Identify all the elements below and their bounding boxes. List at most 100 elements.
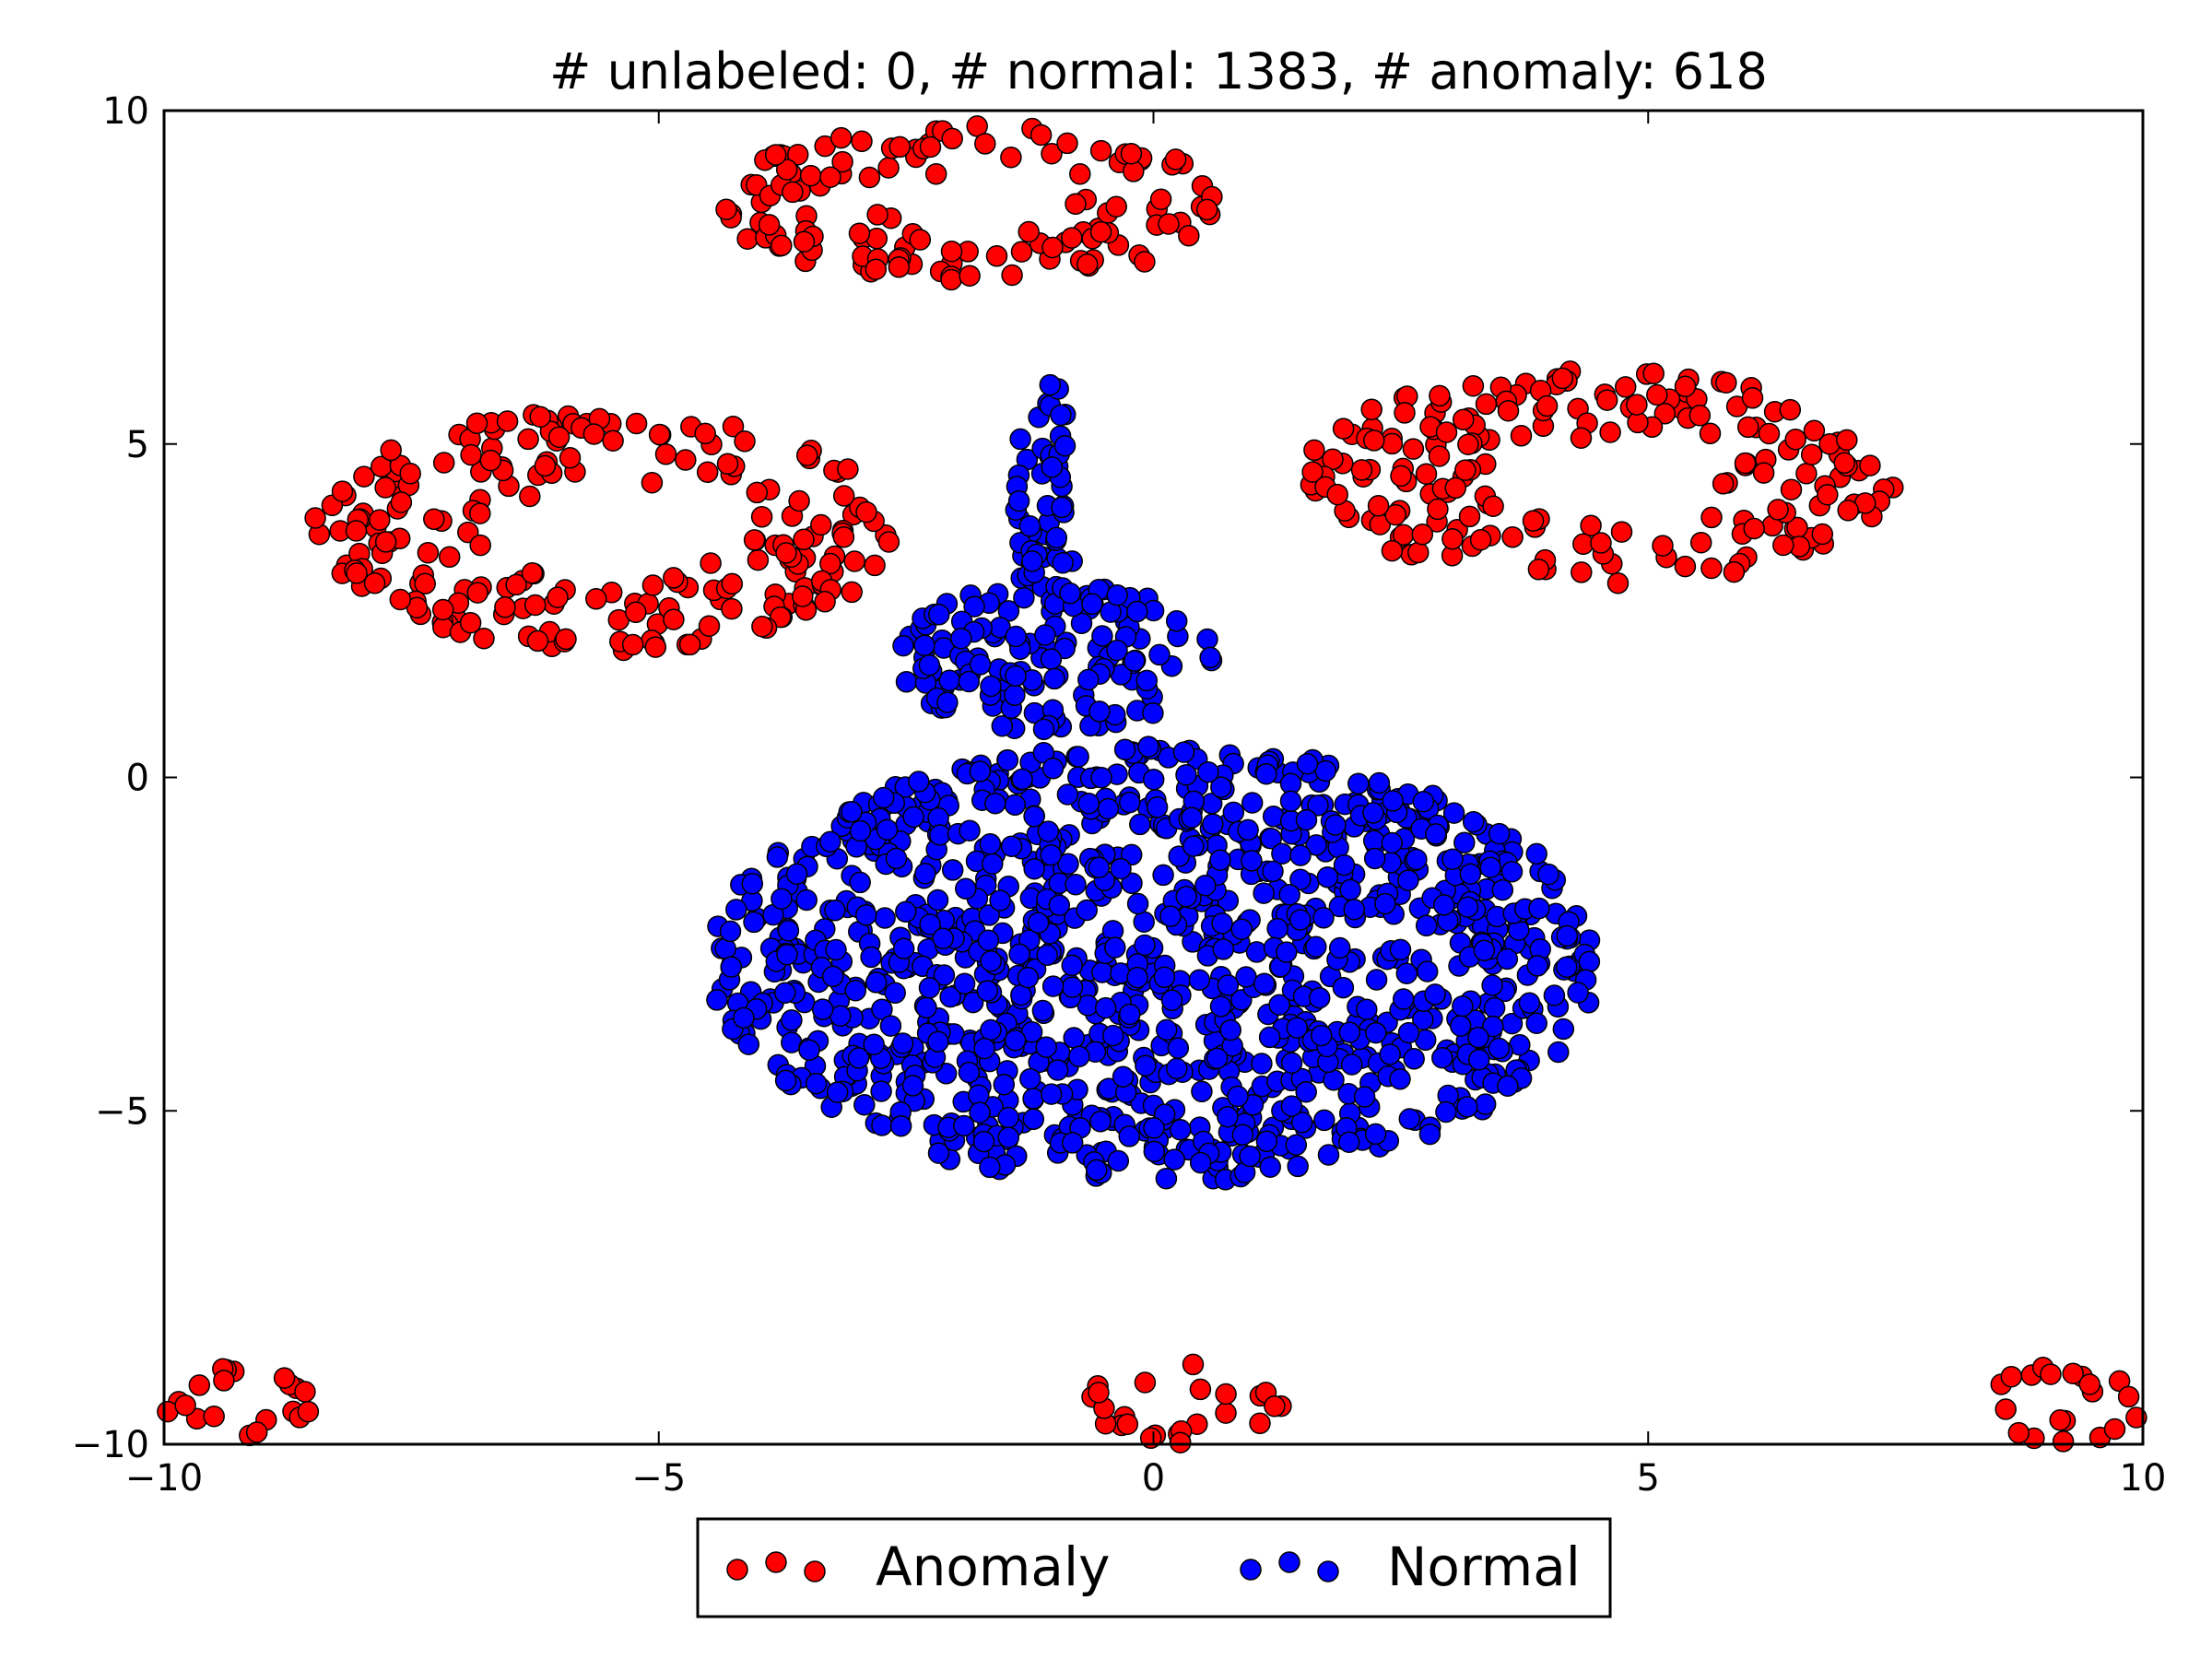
series-normal: [706, 373, 1601, 1191]
point-anomaly: [1065, 193, 1087, 216]
point-anomaly: [1689, 531, 1712, 554]
point-normal: [1230, 918, 1253, 940]
point-normal: [1255, 762, 1277, 785]
point-normal: [927, 1030, 949, 1053]
point-normal: [936, 691, 959, 713]
point-normal: [1191, 1080, 1213, 1103]
point-anomaly: [390, 491, 413, 513]
point-normal: [1442, 802, 1465, 824]
point-normal: [1481, 974, 1503, 996]
point-anomaly: [1595, 389, 1618, 411]
point-normal: [1036, 944, 1058, 967]
point-anomaly: [1652, 535, 1674, 557]
point-normal: [1449, 1015, 1472, 1037]
legend-box: [696, 1517, 1612, 1618]
point-anomaly: [793, 528, 815, 551]
point-normal: [892, 937, 915, 960]
point-normal: [1488, 822, 1511, 845]
point-normal: [1129, 813, 1151, 836]
point-anomaly: [715, 198, 737, 220]
point-anomaly: [641, 471, 664, 494]
point-normal: [1063, 1027, 1085, 1049]
point-normal: [976, 980, 999, 1002]
point-anomaly: [1435, 421, 1458, 443]
point-normal: [860, 946, 882, 969]
point-normal: [854, 904, 877, 926]
point-normal: [997, 1106, 1019, 1129]
point-anomaly: [1010, 241, 1033, 263]
point-anomaly: [585, 588, 607, 610]
point-anomaly: [1000, 146, 1022, 169]
point-normal: [798, 1039, 820, 1062]
point-normal: [1053, 435, 1077, 457]
point-anomaly: [625, 601, 647, 624]
point-normal: [902, 806, 924, 829]
point-anomaly: [1535, 394, 1559, 418]
point-anomaly: [1120, 142, 1143, 165]
point-normal: [953, 972, 976, 994]
point-normal: [919, 913, 941, 935]
point-normal: [1048, 894, 1071, 916]
point-normal: [1295, 1080, 1317, 1103]
point-anomaly: [1551, 367, 1574, 390]
point-anomaly: [1580, 514, 1602, 537]
point-anomaly: [432, 452, 455, 474]
point-normal: [1253, 882, 1275, 904]
point-anomaly: [1367, 495, 1390, 517]
point-normal: [1552, 1018, 1575, 1041]
point-normal: [1483, 996, 1506, 1019]
point-normal: [1227, 1085, 1249, 1108]
point-normal: [871, 1114, 893, 1136]
point-normal: [1086, 1159, 1108, 1182]
point-normal: [1091, 625, 1113, 647]
point-normal: [1364, 1123, 1387, 1146]
point-normal: [1050, 404, 1072, 427]
point-anomaly: [2007, 1421, 2030, 1444]
point-normal: [1459, 863, 1482, 885]
point-anomaly: [721, 597, 743, 620]
point-anomaly: [1758, 422, 1781, 445]
point-anomaly: [1394, 402, 1416, 424]
point-normal: [1034, 624, 1056, 646]
point-anomaly: [1164, 148, 1187, 171]
point-normal: [982, 853, 1004, 875]
point-normal: [972, 1130, 995, 1153]
point-anomaly: [547, 586, 569, 608]
point-anomaly: [1614, 376, 1637, 398]
point-anomaly: [758, 214, 781, 236]
point-anomaly: [799, 164, 822, 187]
point-normal: [1043, 667, 1065, 690]
point-normal: [1316, 866, 1339, 888]
point-anomaly: [832, 526, 855, 548]
point-normal: [1052, 552, 1074, 574]
point-normal: [1497, 1075, 1519, 1097]
point-normal: [847, 1047, 870, 1069]
point-normal: [766, 846, 789, 868]
point-anomaly: [2040, 1363, 2062, 1385]
point-normal: [908, 771, 930, 793]
point-normal: [1206, 1047, 1229, 1070]
point-normal: [1340, 1053, 1363, 1076]
point-anomaly: [417, 541, 440, 564]
point-anomaly: [771, 234, 793, 257]
point-anomaly: [1215, 1382, 1237, 1406]
point-normal: [978, 904, 1000, 926]
point-normal: [929, 824, 951, 846]
point-anomaly: [1069, 163, 1091, 185]
point-anomaly: [721, 572, 744, 595]
point-normal: [1347, 772, 1370, 794]
point-anomaly: [1734, 452, 1757, 475]
point-normal: [1379, 1043, 1401, 1065]
point-normal: [1482, 1015, 1504, 1038]
x-tick-label: 10: [2120, 1457, 2167, 1500]
point-anomaly: [751, 615, 773, 638]
point-normal: [1289, 868, 1312, 890]
point-anomaly: [1994, 1398, 2017, 1420]
point-normal: [939, 985, 961, 1008]
point-anomaly: [1249, 1412, 1271, 1435]
point-anomaly: [529, 406, 551, 428]
point-anomaly: [1089, 139, 1112, 162]
point-anomaly: [1527, 559, 1550, 581]
point-normal: [884, 982, 906, 1005]
